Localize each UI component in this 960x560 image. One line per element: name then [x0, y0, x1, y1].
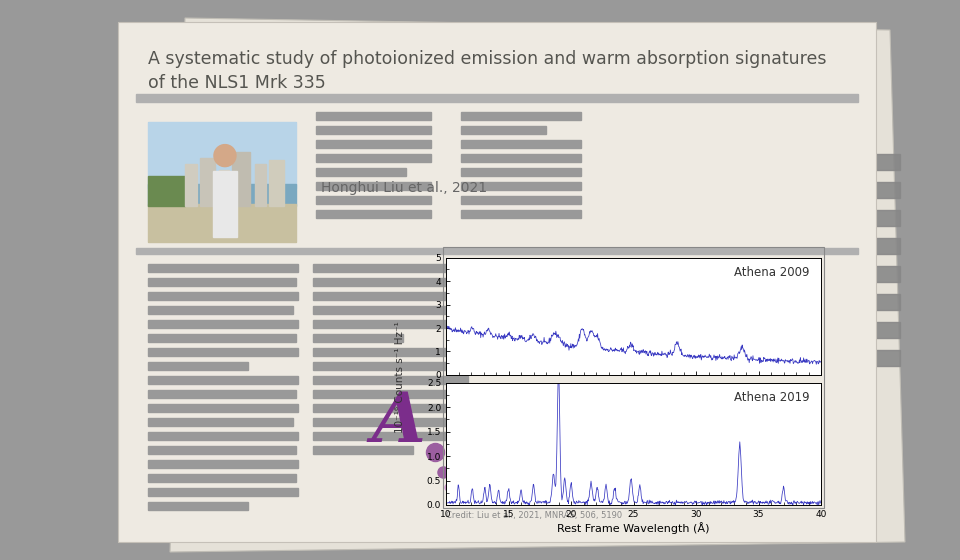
Text: Athena 2019: Athena 2019	[734, 391, 809, 404]
Bar	[313, 432, 468, 440]
Bar	[313, 306, 468, 314]
Bar	[185, 164, 197, 206]
Bar	[461, 126, 546, 134]
Bar	[461, 112, 581, 120]
Bar	[270, 160, 284, 206]
Bar	[148, 348, 298, 356]
Text: Athena 2009: Athena 2009	[734, 266, 809, 279]
Polygon shape	[170, 18, 905, 552]
Bar	[313, 418, 468, 426]
Bar	[316, 168, 406, 176]
Bar	[858, 182, 900, 198]
Text: Credit: Liu et al., 2021, MNRAS, 506, 5190: Credit: Liu et al., 2021, MNRAS, 506, 51…	[446, 511, 622, 520]
Bar	[313, 376, 468, 384]
Bar	[858, 322, 900, 338]
Bar	[148, 376, 298, 384]
Bar	[148, 418, 293, 426]
Bar	[148, 432, 298, 440]
Bar	[148, 460, 298, 468]
Bar	[313, 404, 468, 412]
Bar	[858, 238, 900, 254]
Bar	[461, 154, 581, 162]
Bar	[461, 168, 581, 176]
Bar	[148, 278, 296, 286]
Bar	[213, 171, 237, 237]
Bar	[461, 140, 581, 148]
Bar	[148, 204, 296, 242]
Bar	[316, 126, 431, 134]
Bar	[232, 152, 251, 206]
Bar	[461, 182, 581, 190]
Bar	[316, 140, 431, 148]
Bar	[313, 320, 468, 328]
Bar	[148, 390, 296, 398]
Text: A: A	[372, 390, 425, 457]
Bar	[254, 164, 266, 206]
Bar	[219, 170, 229, 206]
Bar	[461, 196, 581, 204]
Text: of the NLS1 Mrk 335: of the NLS1 Mrk 335	[148, 74, 325, 92]
Bar	[313, 362, 468, 370]
Bar	[313, 348, 468, 356]
Bar	[148, 122, 296, 188]
Bar	[858, 294, 900, 310]
FancyBboxPatch shape	[148, 122, 296, 242]
Bar	[200, 158, 215, 206]
Bar	[148, 474, 296, 482]
Text: Honghui Liu et al., 2021: Honghui Liu et al., 2021	[321, 181, 487, 195]
Bar	[148, 334, 296, 342]
Bar	[148, 502, 248, 510]
Bar	[316, 182, 431, 190]
Bar	[313, 292, 468, 300]
Bar	[461, 210, 581, 218]
Bar	[148, 404, 298, 412]
Bar	[148, 184, 296, 206]
Bar	[313, 446, 413, 454]
Circle shape	[214, 144, 236, 167]
Bar	[858, 154, 900, 170]
Bar	[313, 278, 468, 286]
Bar	[316, 196, 431, 204]
Bar	[148, 320, 298, 328]
Text: A systematic study of photoionized emission and warm absorption signatures: A systematic study of photoionized emiss…	[148, 50, 827, 68]
Bar	[148, 306, 293, 314]
Bar	[858, 350, 900, 366]
Bar	[136, 94, 858, 102]
Bar	[858, 266, 900, 282]
Bar	[313, 264, 468, 272]
Bar	[316, 112, 431, 120]
X-axis label: Rest Frame Wavelength (Å): Rest Frame Wavelength (Å)	[557, 521, 709, 534]
Bar	[148, 176, 185, 206]
Bar	[313, 390, 468, 398]
Bar	[148, 488, 298, 496]
Bar	[148, 264, 298, 272]
Bar	[148, 362, 248, 370]
Bar	[136, 248, 858, 254]
FancyBboxPatch shape	[118, 22, 876, 542]
Bar	[316, 210, 431, 218]
Bar	[858, 210, 900, 226]
Bar	[313, 334, 403, 342]
Bar	[148, 446, 296, 454]
Text: 10⁻¹⁶ Counts s⁻¹ Hz⁻¹: 10⁻¹⁶ Counts s⁻¹ Hz⁻¹	[395, 321, 405, 433]
Bar	[316, 154, 431, 162]
Bar	[148, 292, 298, 300]
